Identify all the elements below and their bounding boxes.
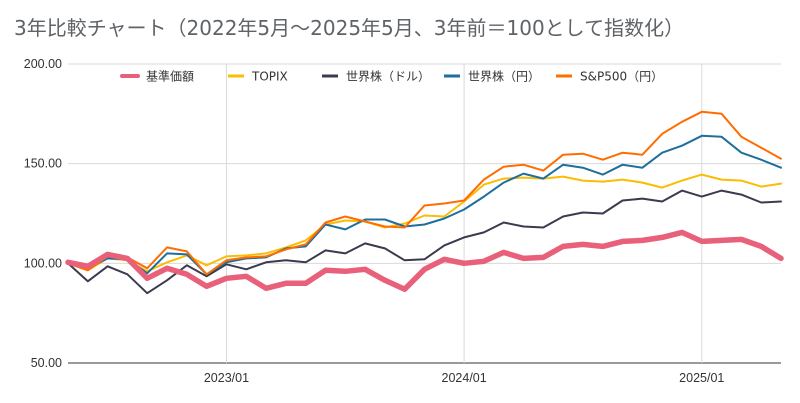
- legend-label: S&P500（円）: [580, 70, 663, 84]
- legend-label: 世界株（円）: [468, 69, 540, 84]
- x-tick-label: 2023/01: [204, 371, 249, 385]
- legend-label: 基準価額: [146, 69, 194, 84]
- series-line-4: [67, 110, 782, 276]
- chart-title: 3年比較チャート（2022年5月〜2025年5月、3年前＝100として指数化）: [14, 16, 685, 40]
- series-line-1: [67, 173, 782, 273]
- series-line-2: [67, 189, 782, 295]
- y-tick-label: 100.00: [24, 256, 62, 270]
- series-line-3: [67, 134, 782, 276]
- x-tick-label: 2025/01: [679, 371, 724, 385]
- x-tick-label: 2024/01: [442, 371, 487, 385]
- y-tick-label: 50.00: [31, 356, 62, 370]
- legend-label: 世界株（ドル）: [346, 69, 430, 84]
- legend-label: TOPIX: [251, 70, 288, 84]
- y-tick-label: 200.00: [24, 57, 62, 71]
- y-tick-label: 150.00: [24, 157, 62, 171]
- series-line-0: [65, 229, 784, 292]
